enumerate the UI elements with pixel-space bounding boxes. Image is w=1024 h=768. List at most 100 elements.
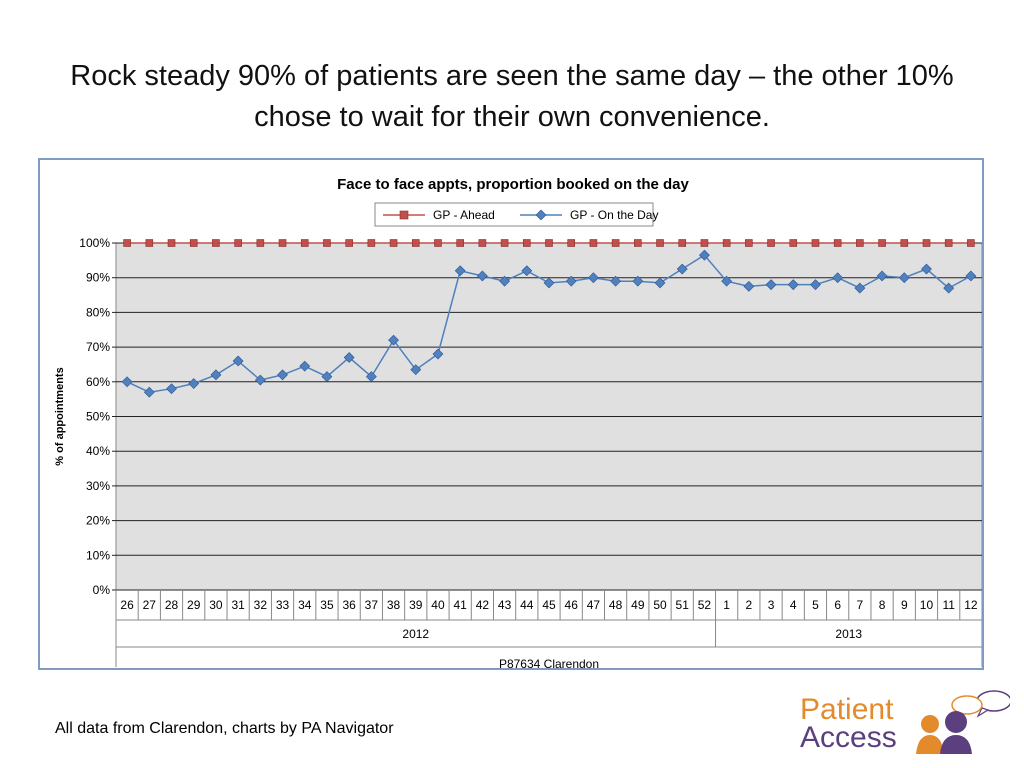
on-the-day-point	[254, 374, 266, 386]
x-tick-label: 9	[901, 598, 908, 612]
chart-title: Face to face appts, proportion booked on…	[337, 176, 689, 193]
ahead-point	[234, 239, 242, 247]
y-tick-label: 60%	[86, 375, 110, 389]
x-tick-label: 42	[476, 598, 490, 612]
on-the-day-point	[166, 383, 177, 395]
ahead-point	[278, 239, 287, 247]
x-tick-label: 6	[834, 598, 841, 612]
x-tick-label: 40	[431, 598, 445, 612]
ahead-point	[300, 239, 309, 247]
ahead-point	[411, 239, 420, 247]
ahead-point	[944, 239, 953, 247]
on-the-day-point	[676, 263, 688, 275]
x-tick-label: 45	[542, 598, 556, 612]
on-the-day-point	[921, 263, 932, 275]
patient-access-logo: Patient Access	[800, 688, 1010, 758]
on-the-day-point	[587, 272, 599, 284]
on-the-day-point	[699, 249, 710, 261]
on-the-day-point	[521, 265, 533, 277]
legend-marker-2	[535, 209, 547, 221]
on-the-day-point	[810, 279, 821, 291]
ahead-point	[900, 239, 909, 247]
ahead-point	[811, 239, 820, 247]
on-the-day-point	[321, 371, 333, 383]
y-tick-label: 100%	[79, 236, 110, 250]
ahead-point	[189, 239, 198, 247]
x-tick-label: 49	[631, 598, 645, 612]
on-the-day-point	[965, 270, 977, 282]
x-tick-label: 3	[768, 598, 775, 612]
ahead-point	[678, 239, 687, 247]
on-the-day-point	[143, 386, 155, 398]
x-tick-label: 29	[187, 598, 201, 612]
ahead-point	[611, 239, 620, 247]
on-the-day-point	[787, 279, 799, 291]
x-tick-label: 30	[209, 598, 223, 612]
y-tick-label: 50%	[86, 410, 110, 424]
ahead-point	[656, 239, 664, 247]
ahead-point	[434, 239, 442, 247]
y-tick-label: 20%	[86, 514, 110, 528]
ahead-point	[500, 239, 509, 247]
on-the-day-point	[654, 277, 666, 289]
legend-label-2: GP - On the Day	[570, 208, 658, 222]
ahead-point	[367, 239, 376, 247]
on-the-day-point	[121, 376, 133, 388]
x-tick-label: 39	[409, 598, 423, 612]
ahead-point	[634, 239, 642, 247]
logo-text: Patient Access	[800, 695, 897, 754]
on-the-day-point	[898, 272, 910, 284]
y-tick-label: 30%	[86, 479, 110, 493]
ahead-point	[522, 239, 531, 247]
ahead-point	[878, 239, 886, 247]
ahead-point	[389, 239, 398, 247]
on-the-day-point	[365, 371, 377, 383]
x-tick-label: 35	[320, 598, 334, 612]
ahead-point	[545, 239, 553, 247]
on-the-day-point	[432, 348, 444, 360]
on-the-day-point	[854, 282, 866, 294]
logo-line-2: Access	[800, 721, 897, 754]
on-the-day-point	[476, 270, 488, 282]
legend-box	[374, 202, 654, 227]
year-label: 2013	[835, 627, 862, 641]
ahead-point	[212, 239, 220, 247]
x-tick-label: 37	[365, 598, 379, 612]
on-the-day-point	[454, 265, 466, 277]
x-tick-label: 11	[942, 598, 955, 612]
x-tick-label: 33	[276, 598, 290, 612]
on-the-day-point	[499, 275, 511, 287]
y-axis-label: % of appointments	[54, 367, 66, 465]
ahead-point	[700, 239, 709, 247]
x-tick-label: 32	[254, 598, 268, 612]
x-tick-label: 43	[498, 598, 512, 612]
ahead-point	[456, 239, 464, 247]
slide-title: Rock steady 90% of patients are seen the…	[70, 60, 954, 133]
on-the-day-point	[410, 364, 422, 376]
ahead-point	[833, 239, 842, 247]
ahead-point	[167, 239, 176, 247]
on-the-day-point	[876, 270, 888, 282]
ahead-point	[345, 239, 353, 247]
ahead-point	[767, 239, 775, 247]
x-tick-label: 31	[231, 598, 245, 612]
chart-frame: Face to face appts, proportion booked on…	[38, 158, 984, 670]
on-the-day-point	[743, 280, 755, 292]
x-tick-label: 2	[746, 598, 753, 612]
on-the-day-point	[388, 334, 399, 346]
ahead-point	[145, 239, 154, 247]
x-tick-label: 44	[520, 598, 534, 612]
on-the-day-point	[277, 369, 288, 381]
x-tick-label: 38	[387, 598, 401, 612]
on-the-day-point	[299, 360, 311, 372]
on-the-day-point	[832, 272, 844, 284]
ahead-point	[256, 239, 265, 247]
x-tick-label: 41	[453, 598, 467, 612]
ahead-point	[856, 239, 864, 247]
on-the-day-point	[210, 369, 222, 381]
group-label: P87634 Clarendon	[499, 657, 599, 668]
ahead-point	[722, 239, 731, 247]
y-tick-label: 40%	[86, 444, 110, 458]
ahead-point	[567, 239, 576, 247]
y-tick-label: 10%	[86, 548, 110, 562]
